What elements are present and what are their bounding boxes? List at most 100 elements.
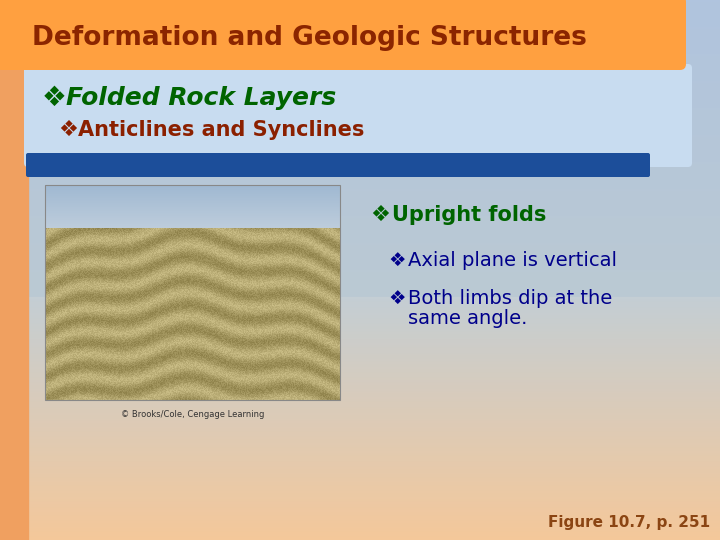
- Bar: [28, 521, 720, 524]
- Bar: [28, 51, 720, 54]
- Bar: [28, 267, 720, 270]
- Bar: [28, 59, 720, 62]
- Bar: [28, 472, 720, 475]
- Bar: [28, 211, 720, 213]
- Bar: [28, 394, 720, 397]
- Bar: [28, 240, 720, 243]
- Bar: [28, 159, 720, 162]
- Bar: [28, 216, 720, 219]
- Bar: [28, 86, 720, 89]
- Bar: [28, 489, 720, 491]
- Bar: [28, 478, 720, 481]
- Bar: [28, 537, 720, 540]
- Bar: [28, 108, 720, 111]
- Bar: [28, 227, 720, 229]
- Text: Deformation and Geologic Structures: Deformation and Geologic Structures: [32, 25, 587, 51]
- Bar: [28, 65, 720, 68]
- Bar: [28, 302, 720, 305]
- Bar: [28, 362, 720, 364]
- Bar: [28, 367, 720, 370]
- Bar: [28, 491, 720, 494]
- Bar: [28, 70, 720, 73]
- Bar: [28, 310, 720, 313]
- Bar: [28, 124, 720, 127]
- Bar: [28, 11, 720, 14]
- Bar: [28, 437, 720, 440]
- Bar: [28, 224, 720, 227]
- Bar: [28, 297, 720, 300]
- Text: ❖: ❖: [388, 251, 405, 269]
- Bar: [28, 421, 720, 424]
- Bar: [28, 113, 720, 116]
- Text: © Brooks/Cole, Cengage Learning: © Brooks/Cole, Cengage Learning: [121, 410, 264, 419]
- Bar: [28, 73, 720, 76]
- Bar: [28, 286, 720, 289]
- Bar: [28, 278, 720, 281]
- Bar: [28, 27, 720, 30]
- Bar: [28, 219, 720, 221]
- Bar: [28, 116, 720, 119]
- Bar: [28, 92, 720, 94]
- Bar: [28, 378, 720, 381]
- Bar: [28, 154, 720, 157]
- Bar: [28, 494, 720, 497]
- Bar: [28, 62, 720, 65]
- Text: ❖: ❖: [58, 120, 78, 140]
- Bar: [28, 259, 720, 262]
- Bar: [28, 456, 720, 459]
- Bar: [28, 270, 720, 273]
- Bar: [28, 513, 720, 516]
- Bar: [28, 364, 720, 367]
- Bar: [28, 402, 720, 405]
- Bar: [28, 200, 720, 202]
- Text: Both limbs dip at the: Both limbs dip at the: [408, 288, 612, 307]
- Bar: [28, 459, 720, 462]
- Bar: [28, 8, 720, 11]
- Bar: [28, 22, 720, 24]
- Bar: [28, 232, 720, 235]
- Text: Folded Rock Layers: Folded Rock Layers: [66, 86, 336, 110]
- Bar: [28, 265, 720, 267]
- Bar: [28, 448, 720, 451]
- Bar: [28, 197, 720, 200]
- Bar: [28, 281, 720, 284]
- Bar: [28, 81, 720, 84]
- Bar: [28, 248, 720, 251]
- Bar: [28, 508, 720, 510]
- Bar: [28, 343, 720, 346]
- Bar: [28, 351, 720, 354]
- Bar: [28, 470, 720, 472]
- Bar: [28, 40, 720, 43]
- Bar: [28, 162, 720, 165]
- Bar: [28, 256, 720, 259]
- Bar: [28, 429, 720, 432]
- Bar: [28, 94, 720, 97]
- Bar: [28, 251, 720, 254]
- Bar: [28, 143, 720, 146]
- Bar: [28, 535, 720, 537]
- Bar: [28, 375, 720, 378]
- Bar: [28, 451, 720, 454]
- Bar: [28, 275, 720, 278]
- Bar: [28, 221, 720, 224]
- Bar: [28, 243, 720, 246]
- Bar: [28, 130, 720, 132]
- Bar: [28, 454, 720, 456]
- Bar: [28, 316, 720, 319]
- Bar: [28, 213, 720, 216]
- Bar: [28, 111, 720, 113]
- Bar: [45, 185, 340, 400]
- Bar: [28, 5, 720, 8]
- Bar: [28, 140, 720, 143]
- Bar: [28, 524, 720, 526]
- Bar: [28, 427, 720, 429]
- Bar: [28, 181, 720, 184]
- Bar: [28, 518, 720, 521]
- Bar: [28, 208, 720, 211]
- Bar: [28, 135, 720, 138]
- Bar: [28, 397, 720, 400]
- Bar: [28, 346, 720, 348]
- Bar: [28, 155, 648, 175]
- Bar: [28, 173, 720, 176]
- Bar: [28, 0, 720, 3]
